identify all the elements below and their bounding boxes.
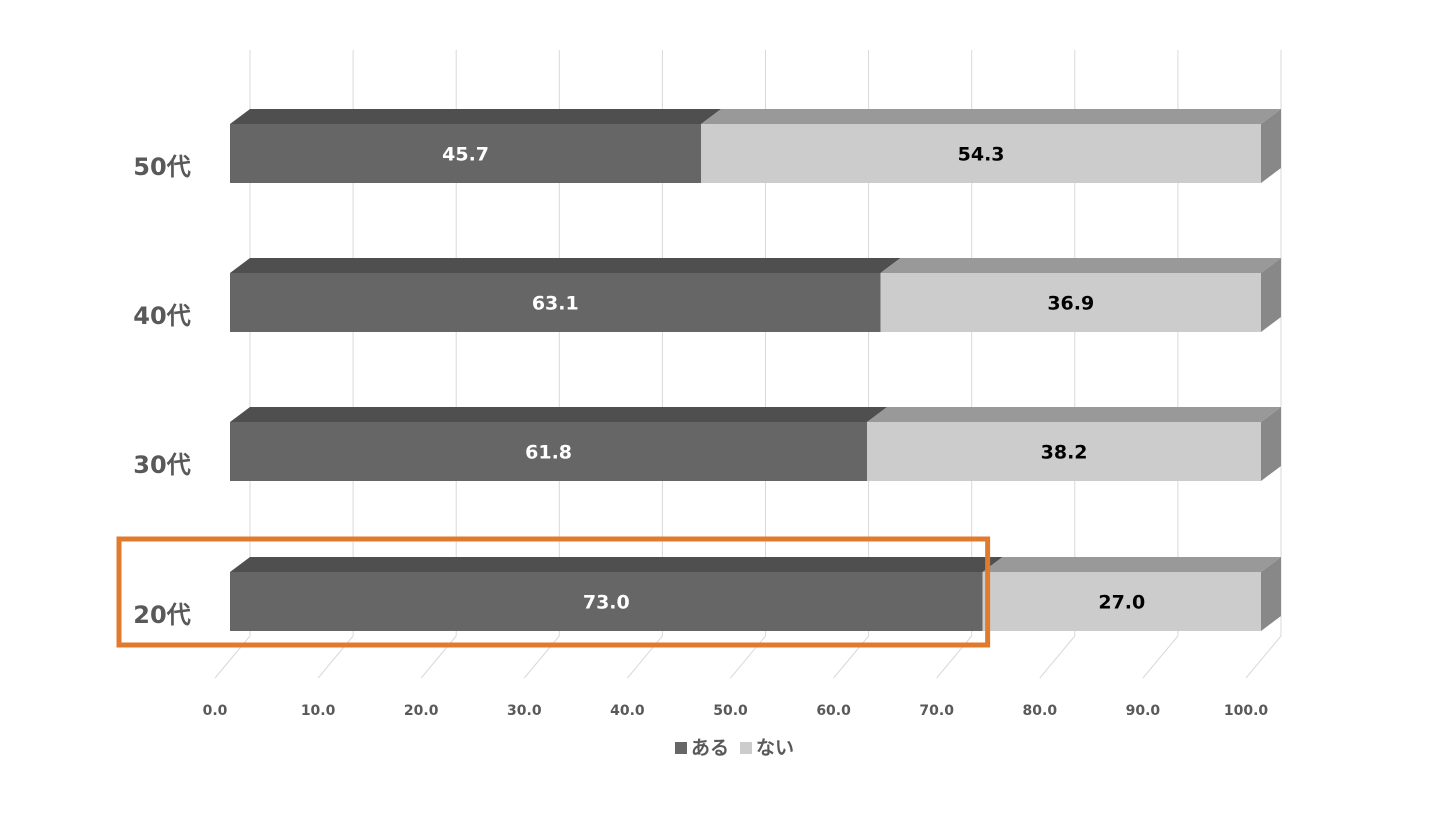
legend-label: ある: [691, 737, 729, 759]
x-tick-label: 20.0: [404, 703, 439, 719]
data-label: 27.0: [1098, 592, 1145, 614]
bar-segment-aru: 63.1: [230, 258, 901, 332]
x-axis-ticks: 0.0 10.0 20.0 30.0 40.0 50.0 60.0 70.0 80.0 90.0 1…: [203, 703, 1269, 719]
bar-front-face: [982, 572, 1261, 631]
bar-top-face: [230, 109, 722, 124]
gridline-floor: [833, 635, 869, 679]
highlight-rect: [116, 536, 991, 648]
gridline-floor: [1245, 635, 1282, 679]
bar-segment-aru: 73.0: [230, 557, 1003, 631]
bar-side-face: [1261, 258, 1281, 332]
legend-item: ない: [740, 737, 794, 759]
x-tick-label: 60.0: [816, 703, 851, 719]
bar-segment-aru: 45.7: [230, 109, 722, 183]
data-label: 45.7: [442, 144, 489, 166]
category-labels: 50代 40代 30代 20代: [133, 153, 190, 629]
data-label: 63.1: [532, 293, 579, 315]
bar-segment-nai: 36.9: [880, 258, 1281, 332]
category-label: 50代: [133, 153, 190, 181]
x-tick-label: 90.0: [1126, 703, 1161, 719]
data-label: 38.2: [1041, 442, 1088, 464]
bar-top-face: [880, 258, 1281, 273]
x-tick-label: 100.0: [1224, 703, 1269, 719]
x-tick-label: 0.0: [203, 703, 228, 719]
highlight-box: [116, 536, 991, 648]
x-tick-label: 10.0: [301, 703, 336, 719]
legend-swatch: [740, 742, 752, 754]
bar-top-face: [230, 557, 1003, 572]
bar-top-face: [230, 258, 901, 273]
data-label: 36.9: [1047, 293, 1094, 315]
gridline-floor: [317, 635, 354, 679]
category-label: 30代: [133, 451, 190, 479]
bar-front-face: [880, 273, 1261, 332]
bar-side-face: [1261, 407, 1281, 481]
bar-top-face: [701, 109, 1281, 124]
gridline-floor: [214, 635, 251, 679]
legend-item: ある: [675, 737, 729, 759]
bar-side-face: [1261, 109, 1281, 183]
x-tick-label: 50.0: [713, 703, 748, 719]
bar-top-face: [867, 407, 1281, 422]
data-label: 61.8: [525, 442, 572, 464]
bar-top-face: [230, 407, 888, 422]
x-tick-label: 70.0: [919, 703, 954, 719]
bar-top-face: [982, 557, 1281, 572]
gridline-floor: [420, 635, 457, 679]
gridline-floor: [936, 635, 973, 679]
x-tick-label: 30.0: [507, 703, 542, 719]
bar-side-face: [1261, 557, 1281, 631]
bar-front-face: [230, 124, 702, 183]
data-label: 73.0: [583, 592, 630, 614]
bar-segment-nai: 54.3: [701, 109, 1281, 183]
x-tick-label: 40.0: [610, 703, 645, 719]
category-label: 40代: [133, 302, 190, 330]
bar-front-face: [867, 422, 1261, 481]
bar-front-face: [230, 273, 881, 332]
bar-segment-nai: 38.2: [867, 407, 1281, 481]
bars: 45.7 54.3 63.1 36.9 61.8 38.2 73.0 27.0: [230, 109, 1281, 631]
gridline-floor: [730, 635, 766, 679]
bar-segment-nai: 27.0: [982, 557, 1281, 631]
bar-segment-aru: 61.8: [230, 407, 888, 481]
bar-front-face: [701, 124, 1261, 183]
category-label: 20代: [133, 601, 190, 629]
bar-front-face: [230, 422, 868, 481]
bar-front-face: [230, 572, 983, 631]
x-tick-label: 80.0: [1023, 703, 1058, 719]
legend-label: ない: [756, 737, 794, 759]
gridline-floor: [627, 635, 663, 679]
gridline-floor: [1039, 635, 1076, 679]
legend: ある ない: [675, 737, 794, 759]
legend-swatch: [675, 742, 687, 754]
data-label: 54.3: [958, 144, 1005, 166]
gridline-floor: [523, 635, 560, 679]
gridline-floor: [1142, 635, 1179, 679]
